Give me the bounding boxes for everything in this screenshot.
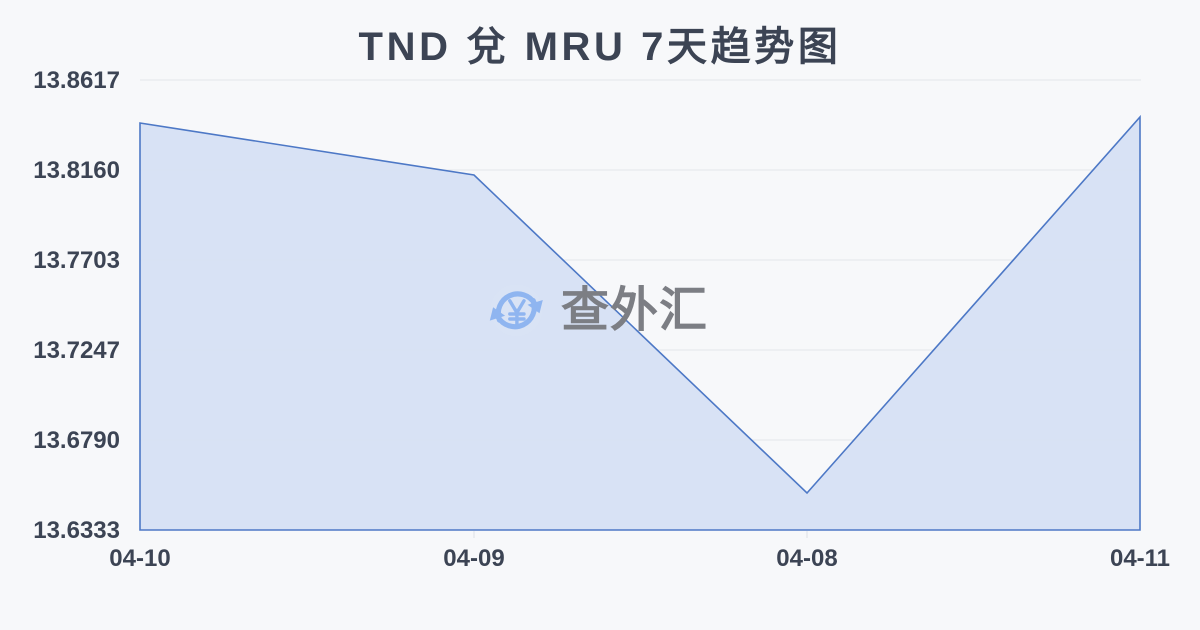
svg-text:13.8160: 13.8160: [33, 157, 120, 184]
svg-text:13.6333: 13.6333: [33, 517, 120, 544]
svg-text:04-10: 04-10: [109, 545, 170, 572]
svg-text:04-09: 04-09: [443, 545, 504, 572]
svg-text:13.7703: 13.7703: [33, 247, 120, 274]
svg-text:13.7247: 13.7247: [33, 337, 120, 364]
svg-text:04-11: 04-11: [1110, 545, 1170, 572]
svg-text:13.8617: 13.8617: [33, 67, 120, 94]
svg-text:13.6790: 13.6790: [33, 427, 120, 454]
svg-text:04-08: 04-08: [776, 545, 837, 572]
